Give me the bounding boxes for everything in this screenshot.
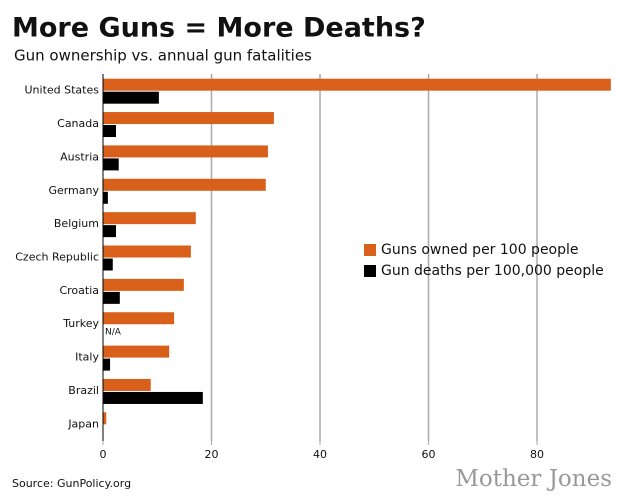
y-tick-label: Germany: [48, 184, 99, 197]
y-tick-label: Czech Republic: [15, 251, 99, 264]
bar: [103, 78, 611, 91]
bar: [103, 391, 203, 404]
source: Source: GunPolicy.org: [12, 477, 131, 490]
legend-label: Guns owned per 100 people: [381, 242, 579, 258]
publisher: Mother Jones: [455, 466, 612, 492]
y-tick-label: Japan: [67, 417, 99, 430]
bar: [103, 278, 184, 291]
legend-label: Gun deaths per 100,000 people: [381, 263, 604, 279]
y-tick-label: Brazil: [68, 384, 99, 397]
bar: [103, 158, 119, 171]
bar: [103, 91, 159, 104]
y-tick-label: Croatia: [59, 284, 99, 297]
bar: [103, 112, 274, 125]
legend-swatch: [364, 265, 376, 277]
y-tick-label: Italy: [75, 351, 99, 364]
x-tick-label: 0: [100, 448, 107, 461]
bar: [103, 412, 107, 425]
bar: [103, 178, 266, 191]
chart-subtitle: Gun ownership vs. annual gun fatalities: [14, 47, 312, 65]
bar: [103, 312, 175, 325]
bar: [103, 378, 151, 391]
y-tick-label: Canada: [57, 117, 99, 130]
bar: [103, 145, 268, 158]
bar: [103, 358, 111, 371]
bar: [103, 225, 117, 238]
chart-title: More Guns = More Deaths?: [12, 13, 426, 44]
bar: [103, 258, 113, 271]
y-tick-label: Belgium: [54, 217, 99, 230]
bar: [103, 345, 170, 358]
bar: [103, 125, 117, 138]
x-tick-label: 20: [205, 448, 219, 461]
bar: [103, 191, 108, 204]
bar: [103, 212, 196, 225]
y-tick-label: Austria: [60, 150, 99, 163]
x-tick-label: 80: [530, 448, 544, 461]
y-tick-label: Turkey: [62, 317, 99, 330]
bar: [103, 291, 120, 304]
x-tick-label: 40: [313, 448, 327, 461]
legend-swatch: [364, 244, 376, 256]
bar: [103, 245, 191, 258]
x-tick-label: 60: [422, 448, 436, 461]
y-tick-label: United States: [25, 84, 100, 97]
value-label: N/A: [105, 328, 122, 338]
